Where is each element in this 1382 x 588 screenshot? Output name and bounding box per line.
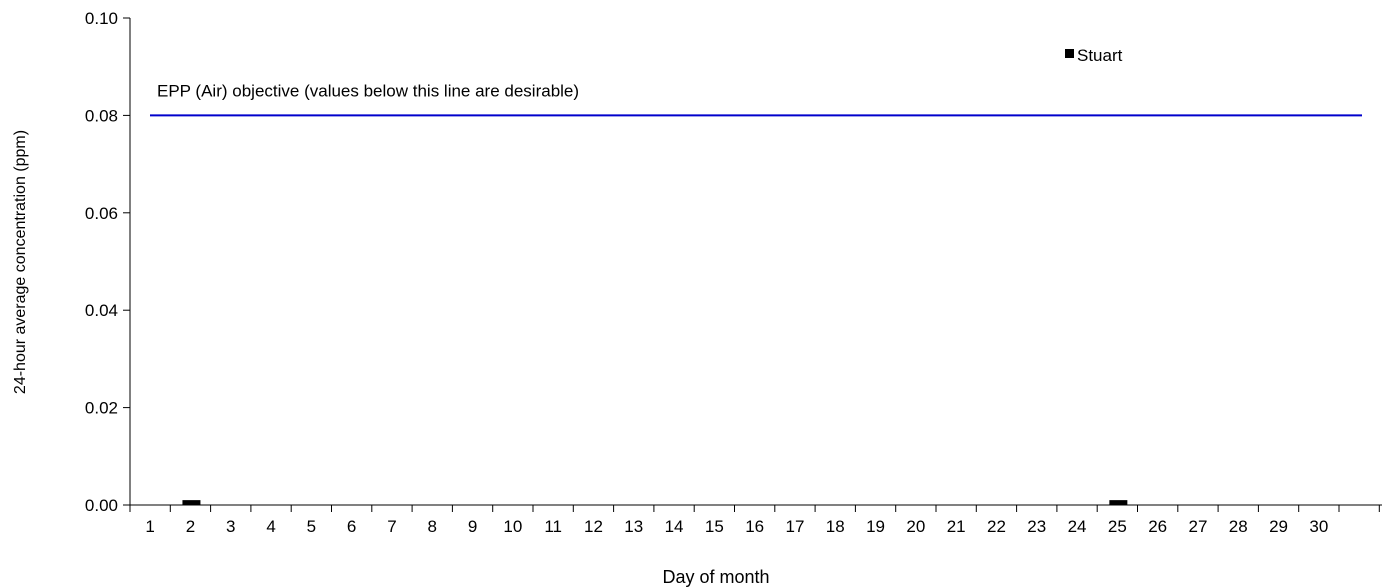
- y-tick-label: 0.10: [85, 9, 118, 28]
- x-tick-label: 24: [1068, 517, 1087, 536]
- x-tick-label: 22: [987, 517, 1006, 536]
- x-tick-label: 11: [544, 517, 562, 536]
- y-tick-label: 0.06: [85, 204, 118, 223]
- x-tick-label: 23: [1027, 517, 1046, 536]
- x-tick-label: 3: [226, 517, 235, 536]
- legend-swatch: [1065, 49, 1074, 58]
- objective-line-label: EPP (Air) objective (values below this l…: [157, 81, 579, 100]
- x-tick-label: 17: [785, 517, 804, 536]
- y-tick-label: 0.00: [85, 496, 118, 515]
- x-tick-label: 5: [307, 517, 316, 536]
- x-tick-label: 2: [186, 517, 195, 536]
- x-tick-label: 21: [947, 517, 966, 536]
- y-tick-label: 0.04: [85, 301, 118, 320]
- x-tick-label: 14: [665, 517, 684, 536]
- x-tick-label: 20: [906, 517, 925, 536]
- x-tick-label: 28: [1229, 517, 1248, 536]
- x-tick-label: 13: [624, 517, 643, 536]
- y-axis-label: 24-hour average concentration (ppm): [12, 130, 29, 394]
- x-tick-label: 1: [145, 517, 154, 536]
- x-tick-label: 15: [705, 517, 724, 536]
- y-tick-label: 0.02: [85, 399, 118, 418]
- y-axis-label-group: 24-hour average concentration (ppm): [12, 130, 29, 394]
- x-tick-label: 19: [866, 517, 885, 536]
- x-tick-label: 10: [503, 517, 522, 536]
- x-tick-label: 30: [1309, 517, 1328, 536]
- x-axis-label: Day of month: [662, 567, 769, 587]
- x-tick-label: 4: [266, 517, 275, 536]
- x-tick-label: 26: [1148, 517, 1167, 536]
- plot-area: 0.000.020.040.060.080.101 2 3 4 5 6 7 8 9 10 11 12 1…: [85, 9, 1382, 536]
- legend-label: Stuart: [1077, 46, 1123, 65]
- x-tick-label: 12: [584, 517, 603, 536]
- y-tick-label: 0.08: [85, 106, 118, 125]
- x-tick-label: 27: [1188, 517, 1207, 536]
- x-tick-label: 7: [387, 517, 396, 536]
- x-tick-label: 9: [468, 517, 477, 536]
- x-tick-label: 29: [1269, 517, 1288, 536]
- x-tick-label: 25: [1108, 517, 1127, 536]
- x-tick-label: 8: [428, 517, 437, 536]
- bar: [1109, 500, 1128, 505]
- x-tick-label: 16: [745, 517, 764, 536]
- bar: [182, 500, 201, 505]
- x-tick-label: 18: [826, 517, 845, 536]
- x-tick-label: 6: [347, 517, 356, 536]
